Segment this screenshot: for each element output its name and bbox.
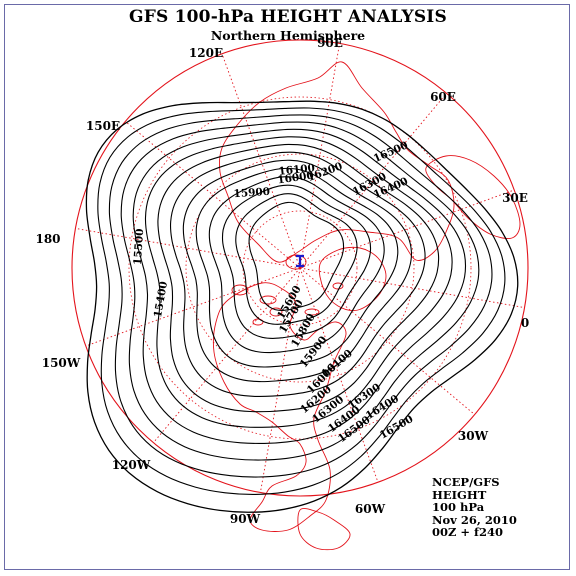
contour-labels: 1650016400163001620016100160001590016500…: [132, 139, 416, 445]
info-line: 100 hPa: [432, 500, 485, 514]
longitude-label: 30W: [458, 429, 489, 443]
contour-15200: [248, 201, 345, 311]
contour-label: 15900: [233, 186, 270, 201]
longitude-label: 0: [521, 316, 529, 330]
longitude-label: 120W: [112, 458, 151, 472]
coastline: [318, 246, 387, 312]
longitude-label: 90W: [230, 512, 261, 526]
contour-16100: [132, 128, 467, 444]
meridian-line: [75, 227, 301, 269]
contour-16500: [85, 100, 519, 513]
longitude-label: 90E: [317, 36, 343, 50]
contour-15400: [221, 184, 372, 339]
contour-16400: [97, 107, 506, 495]
contour-16300: [108, 114, 493, 478]
map-frame: [4, 4, 570, 570]
island: [332, 282, 344, 290]
island: [231, 284, 249, 296]
contour-15300: [235, 193, 358, 325]
info-line: NCEP/GFS: [432, 475, 500, 489]
island: [304, 308, 320, 316]
info-line: Nov 26, 2010: [432, 512, 517, 527]
contour-label: 16000: [277, 170, 315, 187]
meridian-line: [299, 267, 379, 483]
longitude-label: 150W: [42, 356, 81, 370]
map-title: GFS 100-hPa HEIGHT ANALYSIS: [129, 7, 447, 27]
info-line: 00Z + f240: [432, 525, 503, 539]
map-subtitle: Northern Hemisphere: [210, 28, 366, 43]
island: [269, 307, 283, 317]
parallel-circle: [242, 210, 358, 326]
contour-label: 15500: [132, 228, 147, 265]
coastline: [218, 61, 455, 263]
longitude-label: 150E: [86, 119, 120, 133]
pole-marker-icon: [296, 254, 304, 268]
coastline: [297, 508, 351, 551]
parallel-circle: [185, 153, 415, 383]
longitude-label: 120E: [189, 46, 223, 60]
contour-15800: [169, 151, 426, 398]
longitude-label: 60W: [355, 502, 386, 516]
map-boundary-circle: [71, 39, 529, 497]
contour-label: 15400: [152, 280, 170, 318]
contour-15500: [208, 176, 385, 354]
contour-label: 16100: [278, 162, 316, 178]
longitude-labels: 90E 60E 30E 0 30W 60W 90W 120W 150W 180 150E 120E: [35, 36, 529, 526]
parallel-circle: [128, 96, 472, 440]
longitude-label: 180: [35, 232, 60, 246]
info-box: NCEP/GFS HEIGHT 100 hPa Nov 26, 2010 00Z…: [432, 476, 517, 539]
longitude-label: 60E: [430, 90, 456, 104]
island: [259, 295, 277, 305]
height-contours: [85, 100, 519, 513]
longitude-label: 30E: [502, 191, 528, 205]
island: [252, 318, 264, 326]
contour-15600: [195, 167, 399, 368]
graticule: [71, 39, 529, 497]
contour-15900: [157, 143, 440, 413]
contour-15700: [182, 159, 413, 383]
contour-16200: [120, 121, 480, 461]
info-line: HEIGHT: [432, 487, 487, 502]
contour-16000: [144, 136, 453, 428]
pole-marker-icon: [296, 254, 304, 268]
